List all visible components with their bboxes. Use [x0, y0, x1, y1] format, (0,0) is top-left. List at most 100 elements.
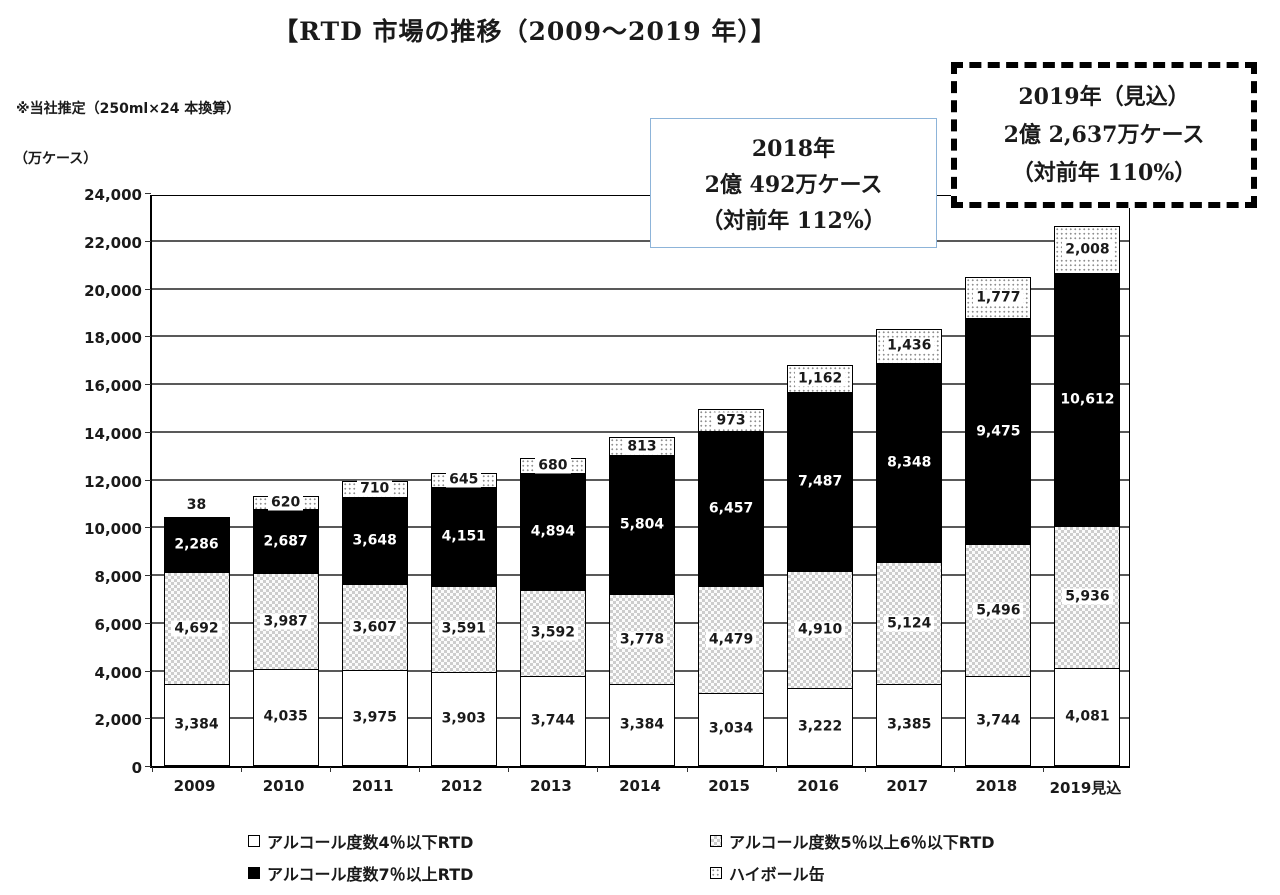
bar-value-text: 2,008 [1062, 241, 1113, 258]
bar-2009: 2,286 4,692 3,384 [161, 516, 233, 766]
chart-legend: アルコール度数4％以下RTD アルコール度数5％以上6％以下RTD アルコール度数7… [248, 829, 995, 885]
y-axis-label: 4,000 [94, 663, 142, 682]
y-axis-label: 24,000 [84, 186, 142, 204]
bar-value-label: 1,162 [784, 370, 856, 387]
legend-label: アルコール度数5％以上6％以下RTD [729, 833, 995, 852]
y-tick [145, 288, 151, 290]
bar-value-label: 5,804 [606, 517, 678, 533]
unit-label: （万ケース） [14, 151, 98, 167]
legend-item: アルコール度数7％以上RTD [248, 861, 710, 885]
bar-2016: 1,162 7,487 4,910 3,222 [784, 365, 856, 766]
bar-value-label: 3,591 [428, 620, 500, 637]
bar-segment: 5,804 [606, 456, 678, 596]
bar-value-label: 3,384 [606, 716, 678, 733]
y-axis-label: 12,000 [84, 472, 142, 491]
bar-value-label: 5,936 [1051, 588, 1123, 605]
bar-value-label: 5,496 [962, 602, 1034, 619]
bar-slot: 2,286 4,692 3,384 38 [152, 193, 241, 766]
callout-2018-year: 2018年 [751, 136, 836, 162]
bar-value-text: 3,903 [441, 710, 486, 727]
bar-segment: 4,910 [784, 571, 856, 690]
bar-value-label: 3,222 [784, 719, 856, 735]
bar-value-label: 5,124 [873, 615, 945, 632]
bar-segment: 5,124 [873, 562, 945, 686]
bar-value-text: 3,648 [352, 532, 397, 549]
bar-value-label: 3,384 [161, 717, 233, 733]
bar-value-text: 2,286 [174, 536, 219, 553]
bar-segment: 4,692 [161, 573, 233, 686]
bar-segment: 5,936 [1051, 526, 1123, 669]
bar-value-label: 2,687 [250, 534, 322, 549]
bar-value-text: 813 [624, 438, 660, 455]
bar-segment: 3,975 [339, 671, 411, 766]
bar-slot: 1,162 7,487 4,910 3,222 [776, 193, 865, 766]
y-tick [145, 670, 151, 672]
bar-slot: 680 4,894 3,592 3,744 [508, 193, 597, 766]
bar-value-label: 3,744 [962, 713, 1034, 728]
bar-slot: 2,008 10,612 5,936 4,081 [1043, 193, 1132, 766]
bar-segment: 680 [519, 457, 586, 475]
bar-segment: 6,457 [698, 432, 765, 587]
bar-2015: 973 6,457 4,479 3,034 [698, 409, 765, 766]
bar-value-label: 4,035 [250, 708, 322, 725]
bar-slot: 1,777 9,475 5,496 3,744 [954, 193, 1043, 766]
bar-value-text: 3,778 [616, 631, 668, 648]
bar-value-label: 3,975 [339, 709, 411, 726]
y-axis-label: 10,000 [84, 520, 142, 539]
legend-item: アルコール度数4％以下RTD [248, 829, 710, 853]
bar-slot: 973 6,457 4,479 3,034 [687, 193, 776, 766]
bar-value-text: 973 [713, 412, 749, 429]
bar-segment: 10,612 [1054, 273, 1121, 527]
bar-value-label: 4,910 [784, 621, 856, 638]
bar-value-text: 3,975 [352, 709, 397, 726]
y-axis-label: 20,000 [84, 281, 142, 300]
bar-segment: 710 [341, 480, 408, 498]
bar-value-text: 5,936 [1062, 588, 1113, 605]
x-tick [241, 767, 243, 772]
y-tick [145, 193, 151, 194]
bar-2014: 813 5,804 3,778 3,384 [606, 437, 678, 766]
bar-segment: 620 [252, 494, 319, 511]
x-axis-label: 2010 [262, 777, 305, 795]
bar-value-label: 2,286 [161, 536, 233, 553]
bar-slot: 645 4,151 3,591 3,903 [419, 193, 508, 766]
bar-value-text: 3,987 [260, 613, 311, 630]
y-tick [145, 431, 151, 433]
bar-segment: 3,034 [698, 693, 765, 766]
bar-value-label: 2,008 [1051, 241, 1123, 258]
y-axis-label: 6,000 [94, 615, 142, 634]
bar-value-text: 4,035 [263, 708, 308, 725]
bar-value-label: 4,151 [428, 528, 500, 545]
bar-value-text: 3,591 [438, 620, 489, 637]
x-tick [330, 767, 332, 772]
y-tick [145, 240, 151, 242]
bar-value-text: 3,744 [976, 712, 1021, 729]
bar-value-text: 3,744 [530, 712, 576, 729]
bar-segment: 4,035 [250, 669, 322, 766]
y-axis-label: 18,000 [84, 329, 142, 348]
x-axis-label: 2014 [619, 777, 661, 795]
bar-segment: 3,744 [962, 676, 1034, 766]
bar-value-text: 10,612 [1060, 391, 1115, 408]
bar-value-text: 3,592 [527, 624, 579, 641]
bar-value-label: 4,081 [1051, 709, 1123, 724]
bar-value-label: 3,744 [517, 713, 589, 728]
x-tick [775, 767, 777, 772]
y-axis-label: 8,000 [94, 568, 142, 586]
x-axis-label: 2018 [975, 777, 1018, 795]
bar-segment: 3,384 [161, 685, 233, 766]
legend-marker-black [248, 867, 260, 879]
bar-2011: 710 3,648 3,607 3,975 [339, 480, 411, 766]
bar-value-text: 4,894 [530, 523, 576, 540]
legend-item: アルコール度数5％以上6％以下RTD [710, 829, 995, 853]
bar-segment: 1,436 [876, 329, 943, 364]
bar-value-text: 4,151 [441, 528, 486, 545]
bar-value-text: 8,348 [887, 454, 932, 471]
bar-segment: 3,744 [517, 676, 589, 766]
bar-value-text: 3,384 [619, 716, 665, 733]
legend-marker-checker [710, 835, 722, 847]
bar-value-text: 3,034 [708, 720, 754, 737]
bar-value-label: 4,692 [161, 620, 233, 637]
y-axis-labels: 0 2,000 4,000 6,000 8,000 10,000 12,000 14,000 1… [0, 186, 142, 777]
